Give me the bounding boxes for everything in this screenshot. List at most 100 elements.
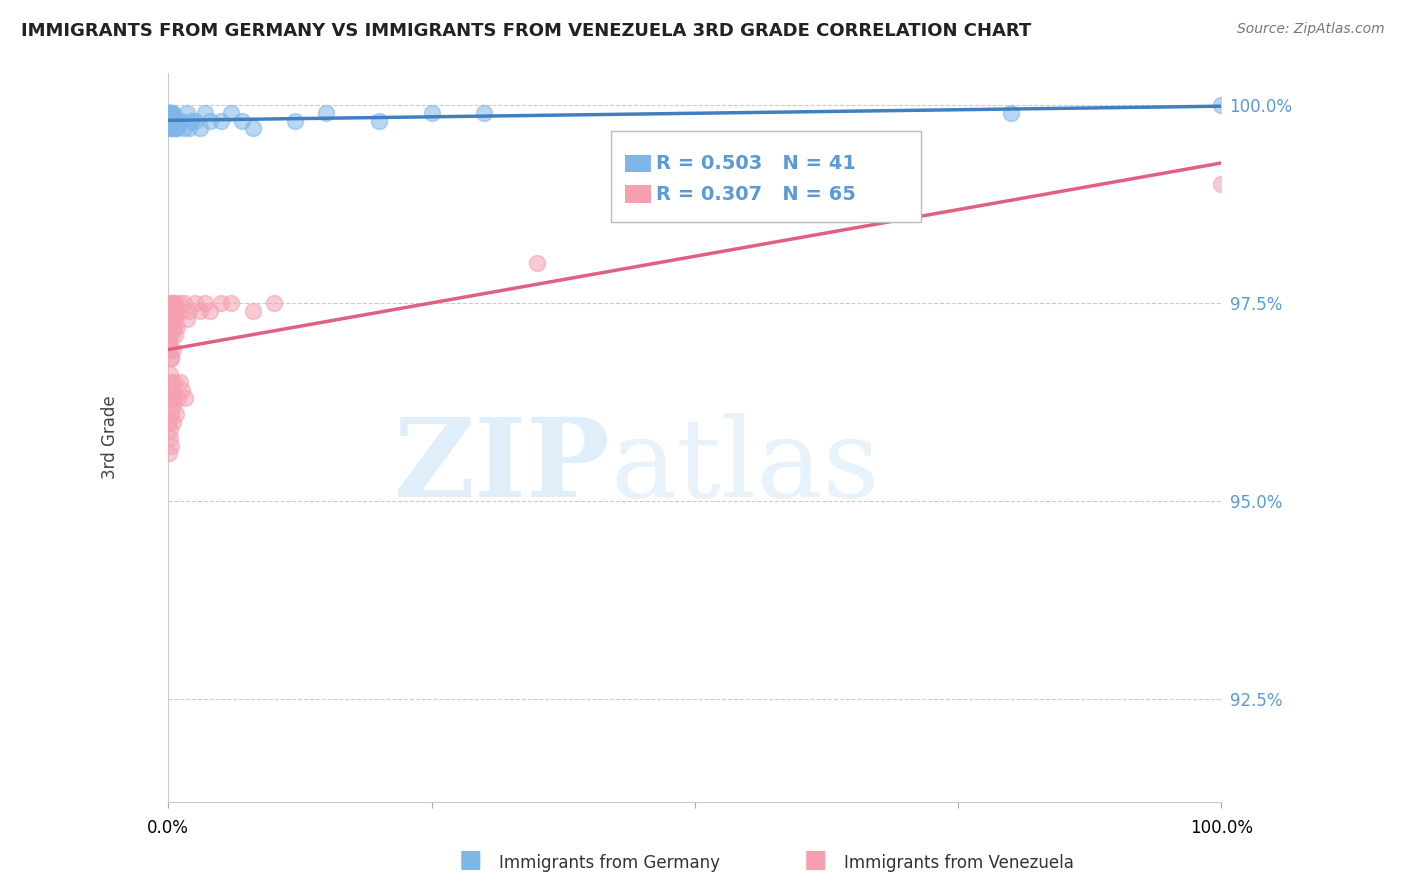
- Point: [209, 113, 232, 128]
- Point: [176, 105, 198, 120]
- Point: [159, 367, 181, 381]
- Point: [367, 113, 389, 128]
- Point: [163, 327, 186, 342]
- Point: [284, 113, 307, 128]
- Point: [157, 319, 180, 334]
- Point: [163, 311, 186, 326]
- Point: [160, 383, 183, 397]
- Point: [166, 319, 188, 334]
- Point: [157, 415, 180, 429]
- Point: [188, 121, 211, 136]
- Point: [160, 105, 183, 120]
- Point: [159, 113, 181, 128]
- Point: [165, 407, 187, 421]
- Point: [165, 121, 187, 136]
- Point: [162, 113, 184, 128]
- Point: [162, 296, 184, 310]
- Point: [160, 105, 183, 120]
- Text: ■: ■: [460, 848, 482, 872]
- FancyBboxPatch shape: [626, 186, 651, 202]
- Point: [169, 375, 191, 389]
- Point: [315, 105, 337, 120]
- Point: [194, 296, 217, 310]
- Point: [231, 113, 253, 128]
- Point: [162, 391, 184, 405]
- Point: [159, 303, 181, 318]
- Point: [179, 121, 201, 136]
- Point: [159, 105, 181, 120]
- Point: [162, 399, 184, 413]
- Point: [157, 105, 180, 120]
- Point: [242, 121, 264, 136]
- Point: [472, 105, 495, 120]
- Point: [157, 327, 180, 342]
- Point: [183, 296, 205, 310]
- Point: [160, 351, 183, 366]
- Point: [160, 375, 183, 389]
- Point: [159, 423, 181, 437]
- Point: [160, 311, 183, 326]
- Point: [1000, 105, 1022, 120]
- Point: [526, 256, 548, 270]
- Point: [160, 327, 183, 342]
- Point: [166, 391, 188, 405]
- Point: [162, 296, 184, 310]
- Text: R = 0.307   N = 65: R = 0.307 N = 65: [655, 185, 856, 203]
- Point: [209, 296, 232, 310]
- Point: [160, 438, 183, 452]
- Point: [170, 303, 193, 318]
- Point: [163, 113, 186, 128]
- Point: [157, 446, 180, 460]
- Point: [159, 296, 181, 310]
- Point: [157, 335, 180, 350]
- Point: [159, 391, 181, 405]
- FancyBboxPatch shape: [626, 154, 651, 172]
- Point: [160, 121, 183, 136]
- Point: [159, 311, 181, 326]
- Point: [160, 113, 183, 128]
- Point: [167, 296, 190, 310]
- Point: [221, 105, 243, 120]
- Point: [162, 121, 184, 136]
- Point: [176, 311, 198, 326]
- Point: [162, 391, 184, 405]
- Point: [194, 105, 217, 120]
- Point: [162, 113, 184, 128]
- Point: [200, 113, 222, 128]
- Text: Source: ZipAtlas.com: Source: ZipAtlas.com: [1237, 22, 1385, 37]
- Point: [160, 351, 183, 366]
- Text: 3rd Grade: 3rd Grade: [101, 396, 120, 479]
- Point: [167, 113, 190, 128]
- Text: ZIP: ZIP: [394, 413, 610, 520]
- Point: [242, 303, 264, 318]
- Point: [173, 121, 195, 136]
- Point: [188, 303, 211, 318]
- Point: [157, 335, 180, 350]
- Point: [157, 121, 180, 136]
- Point: [162, 319, 184, 334]
- Text: ■: ■: [804, 848, 827, 872]
- Point: [174, 391, 197, 405]
- Point: [221, 296, 243, 310]
- Point: [157, 335, 180, 350]
- Point: [179, 303, 201, 318]
- Point: [162, 343, 184, 358]
- Point: [420, 105, 443, 120]
- Point: [162, 415, 184, 429]
- Point: [160, 407, 183, 421]
- Point: [263, 296, 285, 310]
- Point: [159, 105, 181, 120]
- Point: [173, 296, 195, 310]
- Point: [157, 113, 180, 128]
- Point: [1211, 97, 1233, 112]
- Text: IMMIGRANTS FROM GERMANY VS IMMIGRANTS FROM VENEZUELA 3RD GRADE CORRELATION CHART: IMMIGRANTS FROM GERMANY VS IMMIGRANTS FR…: [21, 22, 1032, 40]
- Point: [166, 121, 188, 136]
- Point: [162, 311, 184, 326]
- Point: [200, 303, 222, 318]
- Point: [157, 105, 180, 120]
- Point: [159, 113, 181, 128]
- Text: R = 0.503   N = 41: R = 0.503 N = 41: [655, 154, 856, 173]
- Text: Immigrants from Germany: Immigrants from Germany: [499, 855, 720, 872]
- Point: [180, 113, 202, 128]
- Point: [1211, 177, 1233, 191]
